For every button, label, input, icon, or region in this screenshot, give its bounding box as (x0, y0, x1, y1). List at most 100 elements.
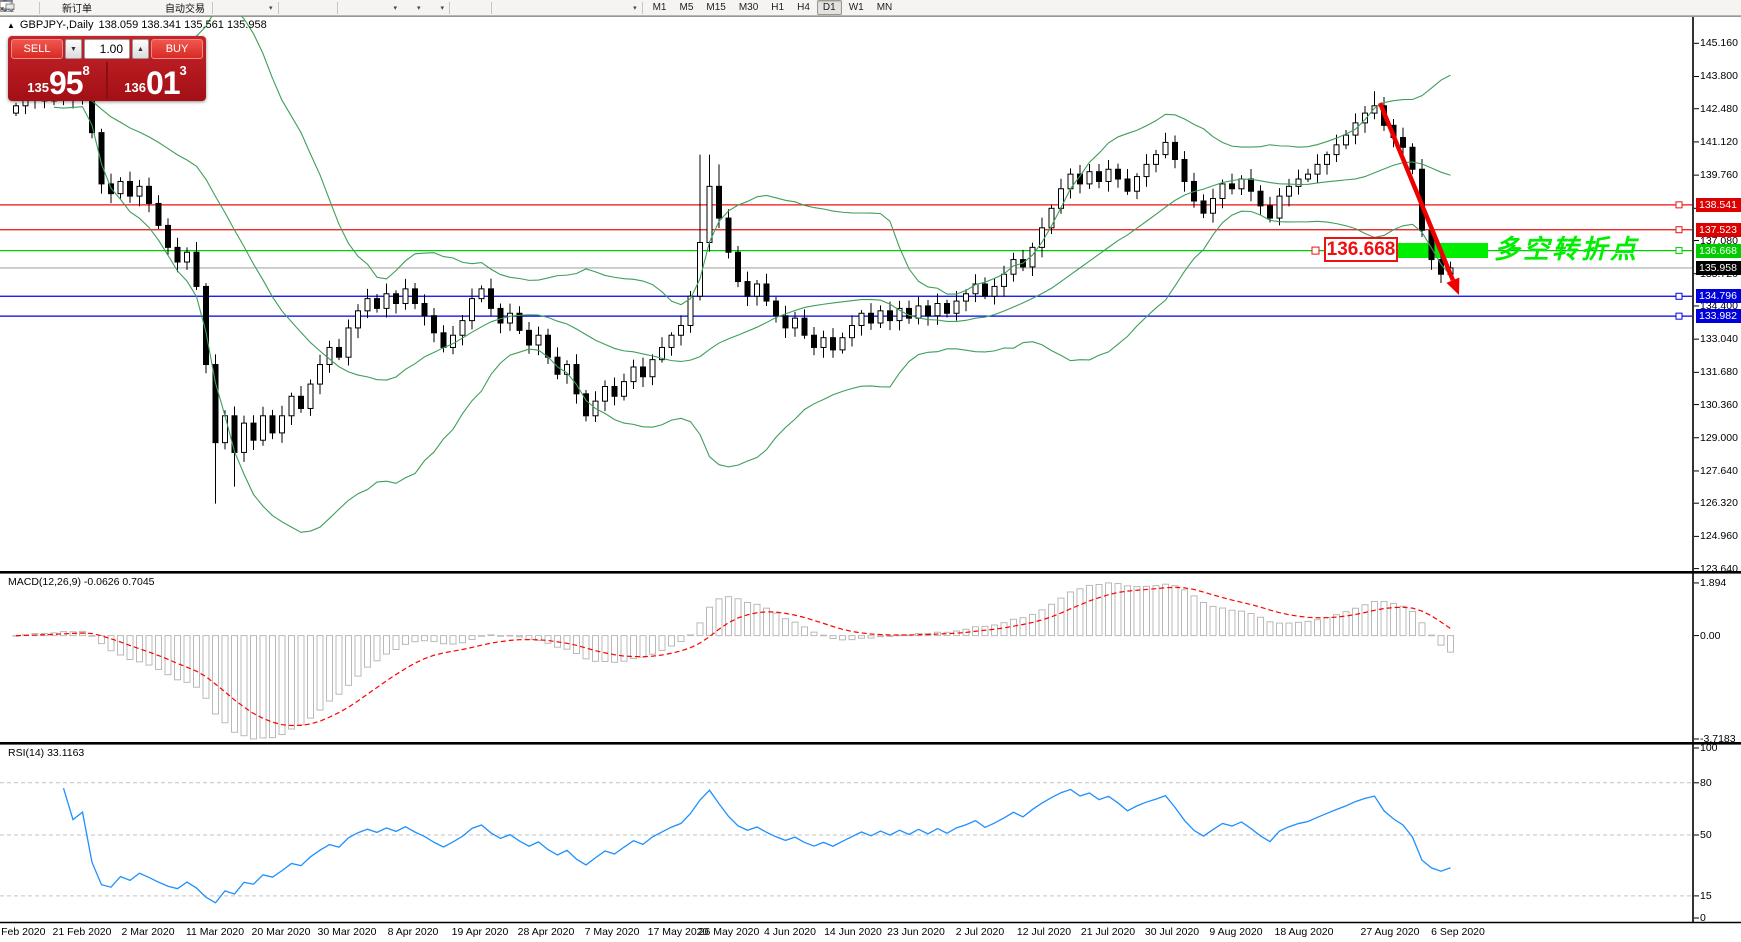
cursor-icon[interactable] (2, 1, 470, 15)
arrows-caret[interactable]: ▾ (633, 4, 637, 12)
buy-button[interactable]: BUY (151, 39, 203, 59)
macd-histogram-bar (1333, 614, 1340, 637)
timeframe-d1[interactable]: D1 (816, 0, 842, 15)
macd-histogram-bar (687, 634, 694, 637)
candle-body (1086, 171, 1093, 185)
periods-icon[interactable] (0, 0, 415, 15)
macd-histogram-bar (1019, 617, 1027, 637)
signals-icon[interactable] (0, 0, 146, 15)
crosshair-icon[interactable] (0, 0, 487, 15)
timeframe-m15[interactable]: M15 (706, 2, 726, 13)
timeframe-h4[interactable]: H4 (797, 2, 810, 13)
toolbar-separator (277, 1, 279, 14)
fibonacci-icon[interactable]: F (1, 1, 580, 15)
candle-body (906, 307, 912, 319)
new-order-icon[interactable] (0, 1, 60, 15)
chat-icon[interactable] (0, 0, 1737, 15)
level-line-handle[interactable] (1675, 292, 1683, 300)
timeframe-w1[interactable]: W1 (848, 2, 864, 13)
candle-body (1105, 168, 1112, 182)
volume-decrease-button[interactable]: ▼ (65, 39, 82, 59)
candle-body (507, 312, 513, 324)
candle-body (402, 288, 409, 305)
indicators-caret[interactable]: ▾ (393, 4, 398, 12)
level-line-handle[interactable] (1675, 247, 1683, 255)
autotrading-label[interactable]: 自动交易 (165, 4, 205, 15)
toolbar: 新订单 自动交易 ▾ ▾ (0, 0, 1741, 16)
candle-body (469, 298, 475, 322)
macd-histogram-bar (1228, 609, 1236, 637)
trend-arrow-line[interactable] (1377, 102, 1455, 282)
data-window-icon[interactable] (0, 1, 35, 15)
trend-arrow-head[interactable] (1446, 277, 1460, 295)
buy-price[interactable]: 136 01 3 (108, 62, 203, 99)
macd-histogram-bar (1266, 621, 1274, 637)
macd-histogram-bar (725, 596, 732, 637)
arrows-icon[interactable] (1, 1, 631, 15)
chart-type-caret[interactable]: ▾ (269, 4, 273, 12)
vertical-line-icon[interactable] (3, 0, 512, 15)
line-chart-icon[interactable] (0, 0, 267, 15)
text-label-icon[interactable]: T (0, 1, 614, 15)
chart-shift-icon[interactable] (0, 0, 375, 15)
macd-histogram-bar (316, 635, 324, 711)
trendline-icon[interactable] (0, 0, 546, 15)
templates-caret[interactable]: ▾ (440, 4, 445, 12)
text-icon[interactable]: A (2, 1, 597, 15)
timeframe-mn[interactable]: MN (876, 2, 893, 13)
candle-body (1162, 141, 1169, 156)
macd-histogram-bar (383, 635, 390, 655)
templates-icon[interactable] (0, 0, 439, 15)
candle-body (1200, 200, 1207, 214)
auto-scroll-icon[interactable] (0, 0, 358, 15)
macd-histogram-bar (668, 635, 675, 647)
candle-body (915, 305, 922, 319)
candle-body (782, 315, 789, 329)
turning-point-price-label[interactable]: 136.668 (1324, 237, 1398, 262)
timeframe-m30[interactable]: M30 (738, 2, 759, 13)
candle-body (839, 337, 846, 351)
zoom-out-icon[interactable] (0, 0, 316, 15)
collapse-panel-arrow[interactable]: ▲ (7, 20, 15, 30)
horizontal-line-icon[interactable] (0, 1, 529, 15)
timeframe-m1[interactable]: M1 (652, 2, 667, 13)
sell-price[interactable]: 135 95 8 (11, 62, 108, 101)
search-icon[interactable] (0, 0, 1707, 15)
zoom-in-icon[interactable] (0, 0, 299, 15)
channel-icon[interactable]: E (0, 0, 563, 15)
candle-body (450, 334, 456, 348)
metaeditor-icon[interactable] (0, 0, 112, 15)
navigator-icon[interactable] (0, 0, 129, 15)
level-line-handle[interactable] (1675, 312, 1683, 320)
bar-chart-icon[interactable] (1, 1, 233, 15)
sell-button[interactable]: SELL (11, 39, 63, 59)
toolbar-separator (212, 1, 213, 14)
indicators-icon[interactable] (0, 1, 392, 15)
level-line-handle[interactable] (1675, 226, 1683, 234)
candle-body (174, 246, 181, 263)
volume-input[interactable]: 1.00 (84, 39, 130, 59)
timeframe-h1[interactable]: H1 (771, 2, 785, 13)
macd-histogram-bar (164, 635, 172, 676)
timeframe-m5[interactable]: M5 (679, 2, 694, 13)
candle-body (1210, 198, 1216, 214)
candle-body (877, 310, 884, 324)
level-line-handle[interactable] (1675, 201, 1683, 209)
svg-text:F: F (11, 8, 15, 12)
candle-body (1153, 154, 1159, 165)
price-label-anchor[interactable] (1311, 246, 1320, 255)
autotrading-icon[interactable] (0, 0, 163, 15)
macd-histogram-bar (877, 635, 884, 638)
volume-increase-button[interactable]: ▲ (132, 39, 149, 59)
candle-body (858, 312, 865, 326)
periods-caret[interactable]: ▾ (417, 4, 421, 12)
tile-windows-icon[interactable] (0, 0, 333, 15)
candlestick-icon[interactable] (1, 0, 250, 15)
candle-body (773, 300, 779, 317)
new-order-label[interactable]: 新订单 (62, 4, 92, 15)
sell-price-pips: 95 (48, 65, 84, 101)
candle-body (1172, 141, 1178, 160)
turning-point-text[interactable]: 多空转折点 (1494, 234, 1640, 264)
